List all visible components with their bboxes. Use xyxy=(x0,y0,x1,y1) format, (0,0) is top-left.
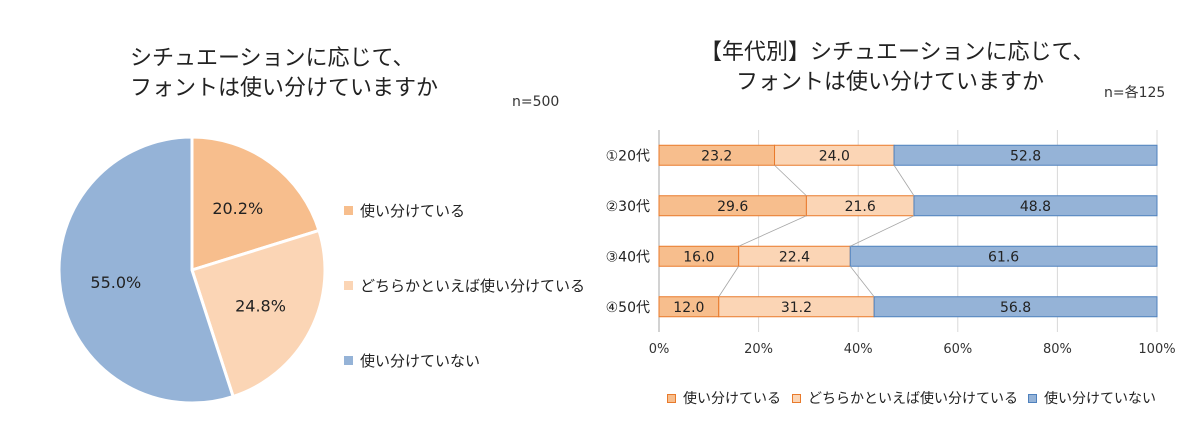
category-label: ②30代 xyxy=(606,199,650,215)
series-connector-line xyxy=(774,164,807,197)
bar-data-label: 12.0 xyxy=(673,300,704,316)
pie-chart-title: シチュエーションに応じて、 フォントは使い分けていますか xyxy=(130,44,439,104)
pie-chart-panel: シチュエーションに応じて、 フォントは使い分けていますか n=500 20.2%… xyxy=(57,44,585,405)
bar-data-label: 52.8 xyxy=(1010,148,1041,164)
bar-segment-not xyxy=(893,144,1158,166)
bar-data-label: 31.2 xyxy=(781,300,812,316)
pie-slice-not xyxy=(57,135,235,405)
bar-segment-not xyxy=(849,245,1158,267)
series-connector-line xyxy=(718,266,740,297)
pie-slice-use xyxy=(190,135,321,273)
pie-legend-item-use: 使い分けている xyxy=(344,200,465,221)
legend-swatch xyxy=(792,393,801,403)
pie-data-label-use: 20.2% xyxy=(212,199,263,218)
bar-data-label: 24.0 xyxy=(819,148,850,164)
bar-chart-title: 【年代別】シチュエーションに応じて、 フォントは使い分けていますか xyxy=(700,38,1095,98)
bar-data-label: 16.0 xyxy=(683,249,714,265)
bar-data-label: 56.8 xyxy=(1000,300,1031,316)
legend-swatch xyxy=(344,281,353,290)
legend-swatch xyxy=(344,206,353,215)
x-tick-label: 40% xyxy=(844,342,873,357)
legend-label: 使い分けていない xyxy=(360,352,481,370)
pie-legend-item-not: 使い分けていない xyxy=(344,350,480,371)
legend-swatch xyxy=(344,356,353,365)
legend-label: 使い分けている xyxy=(683,391,781,407)
bar-data-label: 22.4 xyxy=(779,249,810,265)
stacked-bar-chart: 0% 20% 40% 60% 80% 100% ①20代 23.2 24.0 52.8 ②30代 29… xyxy=(606,130,1176,357)
legend-label: どちらかといえば使い分けている xyxy=(360,277,586,295)
category-label: ④50代 xyxy=(606,300,650,316)
x-tick-label: 0% xyxy=(649,342,670,357)
series-connector-line xyxy=(738,215,807,247)
pie-legend-item-rather: どちらかといえば使い分けている xyxy=(344,275,585,296)
pie-chart: 20.2% 24.8% 55.0% xyxy=(57,135,327,405)
legend-swatch xyxy=(667,393,676,403)
bar-data-label: 21.6 xyxy=(845,199,876,215)
bar-data-label: 61.6 xyxy=(988,249,1019,265)
category-label: ③40代 xyxy=(606,249,650,265)
bar-segment-not xyxy=(913,195,1158,217)
bar-title-line1: 【年代別】シチュエーションに応じて、 xyxy=(700,40,1095,65)
legend-label: どちらかといえば使い分けている xyxy=(808,391,1018,407)
category-label: ①20代 xyxy=(606,148,650,164)
pie-data-label-not: 55.0% xyxy=(90,273,141,292)
bar-segment-not xyxy=(873,296,1158,318)
bar-legend-item-use: 使い分けている xyxy=(667,388,781,408)
x-tick-label: 100% xyxy=(1138,342,1175,357)
series-connector-line xyxy=(849,266,875,297)
bar-data-label: 29.6 xyxy=(717,199,748,215)
series-connector-line xyxy=(850,215,915,247)
pie-title-line2: フォントは使い分けていますか xyxy=(130,76,439,101)
series-connector-line xyxy=(893,165,915,196)
x-tick-label: 60% xyxy=(943,342,972,357)
legend-label: 使い分けていない xyxy=(1044,391,1156,407)
bar-chart-panel: 【年代別】シチュエーションに応じて、 フォントは使い分けていますか n=各125… xyxy=(600,0,1200,434)
x-tick-label: 20% xyxy=(744,342,773,357)
legend-swatch xyxy=(1028,393,1037,403)
pie-title-line1: シチュエーションに応じて、 xyxy=(130,46,415,71)
pie-slice-rather xyxy=(190,228,327,399)
pie-sample-size: n=500 xyxy=(512,94,560,110)
bar-data-label: 48.8 xyxy=(1020,199,1051,215)
x-tick-label: 80% xyxy=(1043,342,1072,357)
pie-data-label-rather: 24.8% xyxy=(235,296,286,315)
bar-legend-item-rather: どちらかといえば使い分けている xyxy=(792,388,1018,408)
bar-title-line2: フォントは使い分けていますか xyxy=(735,70,1044,95)
bar-sample-size: n=各125 xyxy=(1104,85,1166,101)
bar-legend-item-not: 使い分けていない xyxy=(1028,388,1156,408)
legend-label: 使い分けている xyxy=(360,202,466,220)
bar-data-label: 23.2 xyxy=(701,148,732,164)
